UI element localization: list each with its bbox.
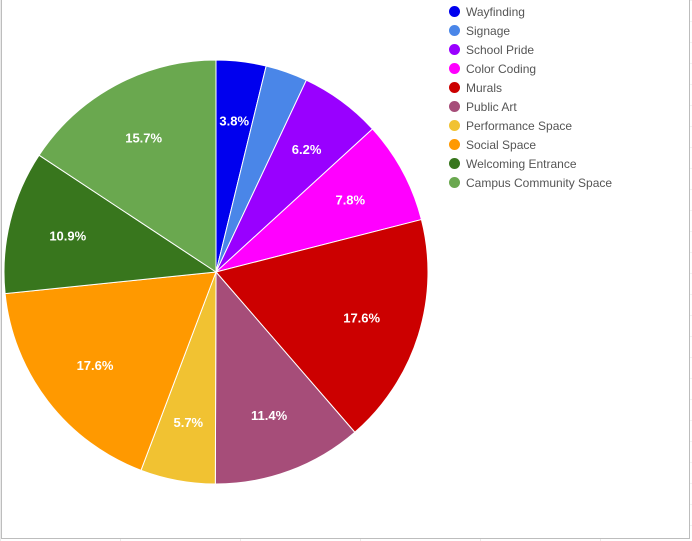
legend-item-performance-space[interactable]: Performance Space xyxy=(449,116,612,135)
slice-label-murals: 17.6% xyxy=(343,311,380,326)
slice-label-public-art: 11.4% xyxy=(251,408,288,423)
legend-swatch-icon xyxy=(449,158,460,169)
slice-label-color-coding: 7.8% xyxy=(335,192,365,207)
legend-swatch-icon xyxy=(449,25,460,36)
legend-item-signage[interactable]: Signage xyxy=(449,21,612,40)
legend-item-murals[interactable]: Murals xyxy=(449,78,612,97)
legend-label: Public Art xyxy=(466,99,517,114)
legend-swatch-icon xyxy=(449,44,460,55)
legend-label: Performance Space xyxy=(466,118,573,133)
slice-label-social-space: 17.6% xyxy=(77,358,114,373)
pie-slice-social-space[interactable] xyxy=(4,271,217,471)
slice-label-welcoming-entrance: 10.9% xyxy=(49,229,86,244)
legend-item-welcoming-entrance[interactable]: Welcoming Entrance xyxy=(449,154,612,173)
legend-label: School Pride xyxy=(466,42,535,57)
legend-swatch-icon xyxy=(449,177,460,188)
legend-label: Signage xyxy=(466,23,511,38)
legend-item-campus-community-space[interactable]: Campus Community Space xyxy=(449,173,612,192)
legend-item-school-pride[interactable]: School Pride xyxy=(449,40,612,59)
legend-item-wayfinding[interactable]: Wayfinding xyxy=(449,2,612,21)
legend-swatch-icon xyxy=(449,6,460,17)
legend-swatch-icon xyxy=(449,120,460,131)
pie-slice-color-coding[interactable] xyxy=(215,128,423,273)
chart-legend: Wayfinding Signage School Pride Color Codin… xyxy=(449,2,612,192)
pie-slice-welcoming-entrance[interactable] xyxy=(3,154,218,295)
legend-item-social-space[interactable]: Social Space xyxy=(449,135,612,154)
legend-label: Welcoming Entrance xyxy=(466,156,577,171)
legend-swatch-icon xyxy=(449,82,460,93)
legend-label: Murals xyxy=(466,80,503,95)
pie-slice-murals[interactable] xyxy=(215,218,429,433)
slice-label-campus-community-space: 15.7% xyxy=(125,131,162,146)
legend-label: Wayfinding xyxy=(466,4,525,19)
legend-swatch-icon xyxy=(449,139,460,150)
legend-item-public-art[interactable]: Public Art xyxy=(449,97,612,116)
slice-label-performance-space: 5.7% xyxy=(173,415,203,430)
legend-item-color-coding[interactable]: Color Coding xyxy=(449,59,612,78)
legend-swatch-icon xyxy=(449,101,460,112)
legend-label: Color Coding xyxy=(466,61,537,76)
slice-label-school-pride: 6.2% xyxy=(292,142,322,157)
pie-slice-public-art[interactable] xyxy=(214,270,356,485)
legend-label: Campus Community Space xyxy=(466,175,613,190)
legend-swatch-icon xyxy=(449,63,460,74)
pie-slices xyxy=(3,59,429,485)
legend-label: Social Space xyxy=(466,137,537,152)
pie-slice-campus-community-space[interactable] xyxy=(38,59,217,273)
slice-label-wayfinding: 3.8% xyxy=(219,113,249,128)
pie-slice-labels: 3.8% 6.2% 7.8% 17.6% 11.4% 5.7% 17.6% 10.9% 15.7… xyxy=(49,113,380,430)
